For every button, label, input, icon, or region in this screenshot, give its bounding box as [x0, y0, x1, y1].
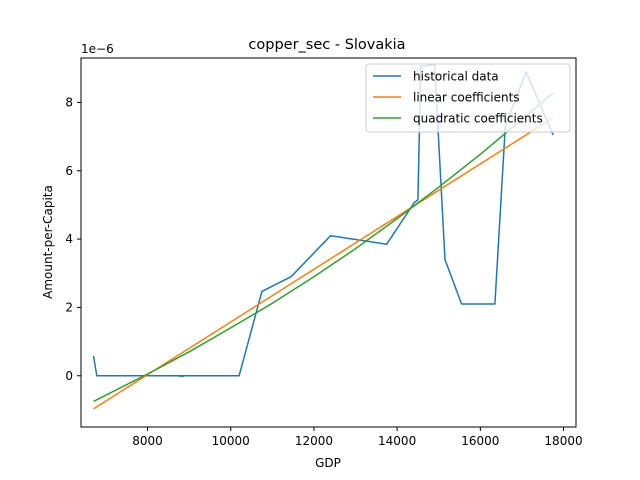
- x-tick-label: 8000: [132, 434, 163, 448]
- legend-label-0: historical data: [413, 70, 499, 84]
- y-tick-label: 4: [65, 232, 73, 246]
- legend-label-2: quadratic coefficients: [413, 112, 543, 126]
- x-tick-label: 14000: [378, 434, 416, 448]
- y-axis-label: Amount-per-Capita: [41, 185, 55, 299]
- y-tick-label: 6: [65, 164, 73, 178]
- series-line-1: [93, 117, 554, 410]
- x-tick-label: 12000: [295, 434, 333, 448]
- plot-frame: [80, 57, 577, 428]
- y-offset-label: 1e−6: [81, 42, 114, 56]
- y-tick-label: 2: [65, 300, 73, 314]
- legend-label-1: linear coefficients: [413, 91, 520, 105]
- plot-lines: [92, 64, 554, 410]
- legend: historical data linear coefficients quadra…: [365, 63, 571, 133]
- x-tick-label: 18000: [544, 434, 582, 448]
- x-axis-label: GDP: [315, 456, 341, 470]
- y-axis: 0 2 4 6 8: [65, 95, 81, 383]
- x-axis: 8000 10000 12000 14000 16000 18000: [132, 427, 583, 448]
- series-line-2: [93, 92, 554, 403]
- chart-title: copper_sec - Slovakia: [248, 37, 405, 53]
- series-line-0: [92, 64, 554, 378]
- x-tick-label: 16000: [461, 434, 499, 448]
- legend-box: [365, 63, 571, 133]
- y-tick-label: 8: [65, 95, 73, 109]
- y-tick-label: 0: [65, 369, 73, 383]
- x-tick-label: 10000: [212, 434, 250, 448]
